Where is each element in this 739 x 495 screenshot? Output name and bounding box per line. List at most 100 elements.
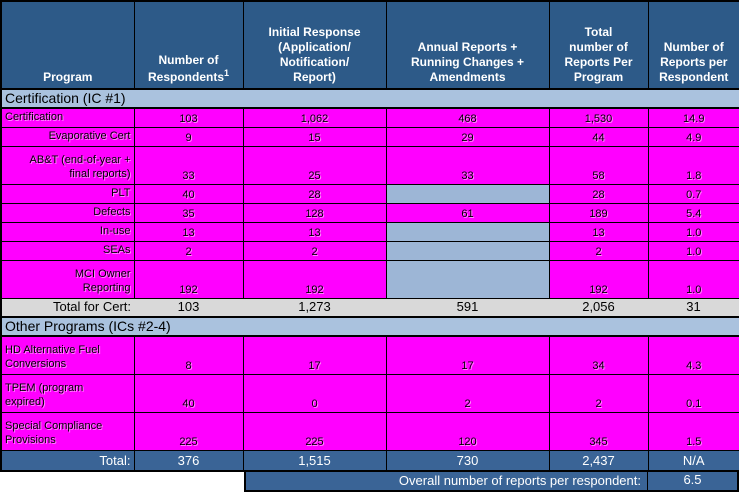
col-header-respondents[interactable]: Number of Respondents1	[133, 0, 244, 90]
annual-reports-cell[interactable]: 468	[385, 107, 550, 128]
total-reports-cell[interactable]: 13	[548, 221, 649, 242]
program-label-cell[interactable]: In-use	[0, 221, 135, 242]
total-reports-cell[interactable]: 2	[548, 240, 649, 261]
total-reports-cell[interactable]: 34	[548, 335, 649, 375]
annual-reports-cell[interactable]: 591	[386, 297, 549, 318]
total-reports-cell[interactable]: 28	[548, 183, 649, 204]
annual-reports-cell-empty[interactable]	[385, 240, 550, 261]
annual-reports-cell[interactable]: 120	[385, 411, 550, 451]
annual-reports-cell-empty[interactable]	[385, 183, 550, 204]
reports-per-respondent-cell[interactable]: 1.0	[647, 259, 739, 299]
annual-reports-cell[interactable]: 29	[385, 126, 550, 147]
annual-reports-cell[interactable]: 730	[385, 449, 550, 472]
respondents-cell[interactable]: 2	[133, 240, 244, 261]
annual-reports-cell-empty[interactable]	[385, 221, 550, 242]
table-row-evaporative-cert: Evaporative Cert 9 15 29 44 4.9	[0, 126, 739, 147]
overall-value-cell[interactable]: 6.5	[647, 472, 737, 490]
program-label-cell[interactable]: Special Compliance Provisions	[0, 411, 135, 451]
annual-reports-cell[interactable]: 2	[385, 373, 550, 413]
col-header-program[interactable]: Program	[0, 0, 135, 90]
program-label-cell[interactable]: TPEM (program expired)	[0, 373, 135, 413]
subtotal-label-cell[interactable]: Total for Cert:	[1, 297, 134, 318]
initial-response-cell[interactable]: 192	[242, 259, 387, 299]
col-header-initial-response[interactable]: Initial Response (Application/ Notificat…	[242, 0, 387, 90]
respondents-cell[interactable]: 9	[133, 126, 244, 147]
reports-per-respondent-cell[interactable]: N/A	[647, 449, 739, 472]
initial-response-cell[interactable]: 15	[242, 126, 387, 147]
respondents-cell[interactable]: 103	[133, 107, 244, 128]
reports-per-respondent-cell[interactable]: 4.9	[647, 126, 739, 147]
respondents-cell[interactable]: 192	[133, 259, 244, 299]
section-title[interactable]: Other Programs (ICs #2-4)	[0, 316, 739, 337]
total-reports-cell[interactable]: 2,056	[549, 297, 648, 318]
initial-response-cell[interactable]: 1,062	[242, 107, 387, 128]
annual-reports-cell-empty[interactable]	[385, 259, 550, 299]
col-header-reports-per-respondent[interactable]: Number of Reports per Respondent	[647, 0, 739, 90]
respondents-cell[interactable]: 35	[133, 202, 244, 223]
initial-response-cell[interactable]: 128	[242, 202, 387, 223]
annual-reports-cell[interactable]: 17	[385, 335, 550, 375]
annual-reports-cell[interactable]: 61	[385, 202, 550, 223]
initial-response-cell[interactable]: 1,273	[243, 297, 386, 318]
total-reports-cell[interactable]: 2,437	[548, 449, 649, 472]
total-reports-cell[interactable]: 189	[548, 202, 649, 223]
initial-response-cell[interactable]: 25	[242, 145, 387, 185]
reports-per-respondent-cell[interactable]: 1.5	[647, 411, 739, 451]
initial-response-cell[interactable]: 0	[242, 373, 387, 413]
respondents-cell[interactable]: 33	[133, 145, 244, 185]
reports-table: Program Number of Respondents1 Initial R…	[0, 0, 739, 472]
reports-per-respondent-cell[interactable]: 0.1	[647, 373, 739, 413]
total-reports-cell[interactable]: 2	[548, 373, 649, 413]
overall-reports-row: Overall number of reports per respondent…	[0, 472, 739, 492]
grand-total-label-cell[interactable]: Total:	[0, 449, 135, 472]
program-label-cell[interactable]: Evaporative Cert	[0, 126, 135, 147]
respondents-cell[interactable]: 376	[133, 449, 244, 472]
initial-response-cell[interactable]: 28	[242, 183, 387, 204]
initial-response-cell[interactable]: 13	[242, 221, 387, 242]
table-row-mci-owner-reporting: MCI Owner Reporting 192 192 192 1.0	[0, 259, 739, 299]
respondents-cell[interactable]: 40	[133, 183, 244, 204]
reports-per-respondent-cell[interactable]: 0.7	[647, 183, 739, 204]
total-reports-cell[interactable]: 345	[548, 411, 649, 451]
program-label-cell[interactable]: PLT	[0, 183, 135, 204]
table-row-special-compliance: Special Compliance Provisions 225 225 12…	[0, 411, 739, 451]
total-reports-cell[interactable]: 192	[548, 259, 649, 299]
table-row-in-use: In-use 13 13 13 1.0	[0, 221, 739, 242]
total-reports-cell[interactable]: 58	[548, 145, 649, 185]
reports-per-respondent-cell[interactable]: 4.3	[647, 335, 739, 375]
section-title[interactable]: Certification (IC #1)	[0, 88, 739, 109]
respondents-cell[interactable]: 225	[133, 411, 244, 451]
initial-response-cell[interactable]: 17	[242, 335, 387, 375]
program-label-cell[interactable]: HD Alternative Fuel Conversions	[0, 335, 135, 375]
respondents-cell[interactable]: 8	[133, 335, 244, 375]
reports-per-respondent-cell[interactable]: 1.0	[647, 240, 739, 261]
table-row-hd-alt-fuel: HD Alternative Fuel Conversions 8 17 17 …	[0, 335, 739, 375]
initial-response-cell[interactable]: 2	[242, 240, 387, 261]
program-label-cell[interactable]: Certification	[0, 107, 135, 128]
total-reports-cell[interactable]: 44	[548, 126, 649, 147]
initial-response-cell[interactable]: 225	[242, 411, 387, 451]
reports-per-respondent-cell[interactable]: 31	[648, 297, 739, 318]
reports-per-respondent-cell[interactable]: 1.0	[647, 221, 739, 242]
reports-per-respondent-cell[interactable]: 1.8	[647, 145, 739, 185]
col-header-total-reports[interactable]: Total number of Reports Per Program	[548, 0, 649, 90]
reports-per-respondent-cell[interactable]: 5.4	[647, 202, 739, 223]
initial-response-cell[interactable]: 1,515	[242, 449, 387, 472]
section-header-certification: Certification (IC #1)	[0, 88, 739, 109]
blank-area	[0, 472, 244, 492]
overall-label: Overall number of reports per respondent…	[398, 473, 641, 488]
col-header-annual-reports[interactable]: Annual Reports + Running Changes + Amend…	[385, 0, 550, 90]
respondents-cell[interactable]: 103	[134, 297, 243, 318]
program-label-cell[interactable]: MCI Owner Reporting	[0, 259, 135, 299]
program-label-cell[interactable]: AB&T (end-of-year + final reports)	[0, 145, 135, 185]
annual-reports-cell[interactable]: 33	[385, 145, 550, 185]
reports-per-respondent-cell[interactable]: 14.9	[647, 107, 739, 128]
table-row-plt: PLT 40 28 28 0.7	[0, 183, 739, 204]
respondents-cell[interactable]: 40	[133, 373, 244, 413]
respondents-cell[interactable]: 13	[133, 221, 244, 242]
program-label-cell[interactable]: Defects	[0, 202, 135, 223]
total-reports-cell[interactable]: 1,530	[548, 107, 649, 128]
grand-total-row: Total: 376 1,515 730 2,437 N/A	[0, 449, 739, 472]
program-label-cell[interactable]: SEAs	[0, 240, 135, 261]
section-header-other-programs: Other Programs (ICs #2-4)	[0, 316, 739, 337]
